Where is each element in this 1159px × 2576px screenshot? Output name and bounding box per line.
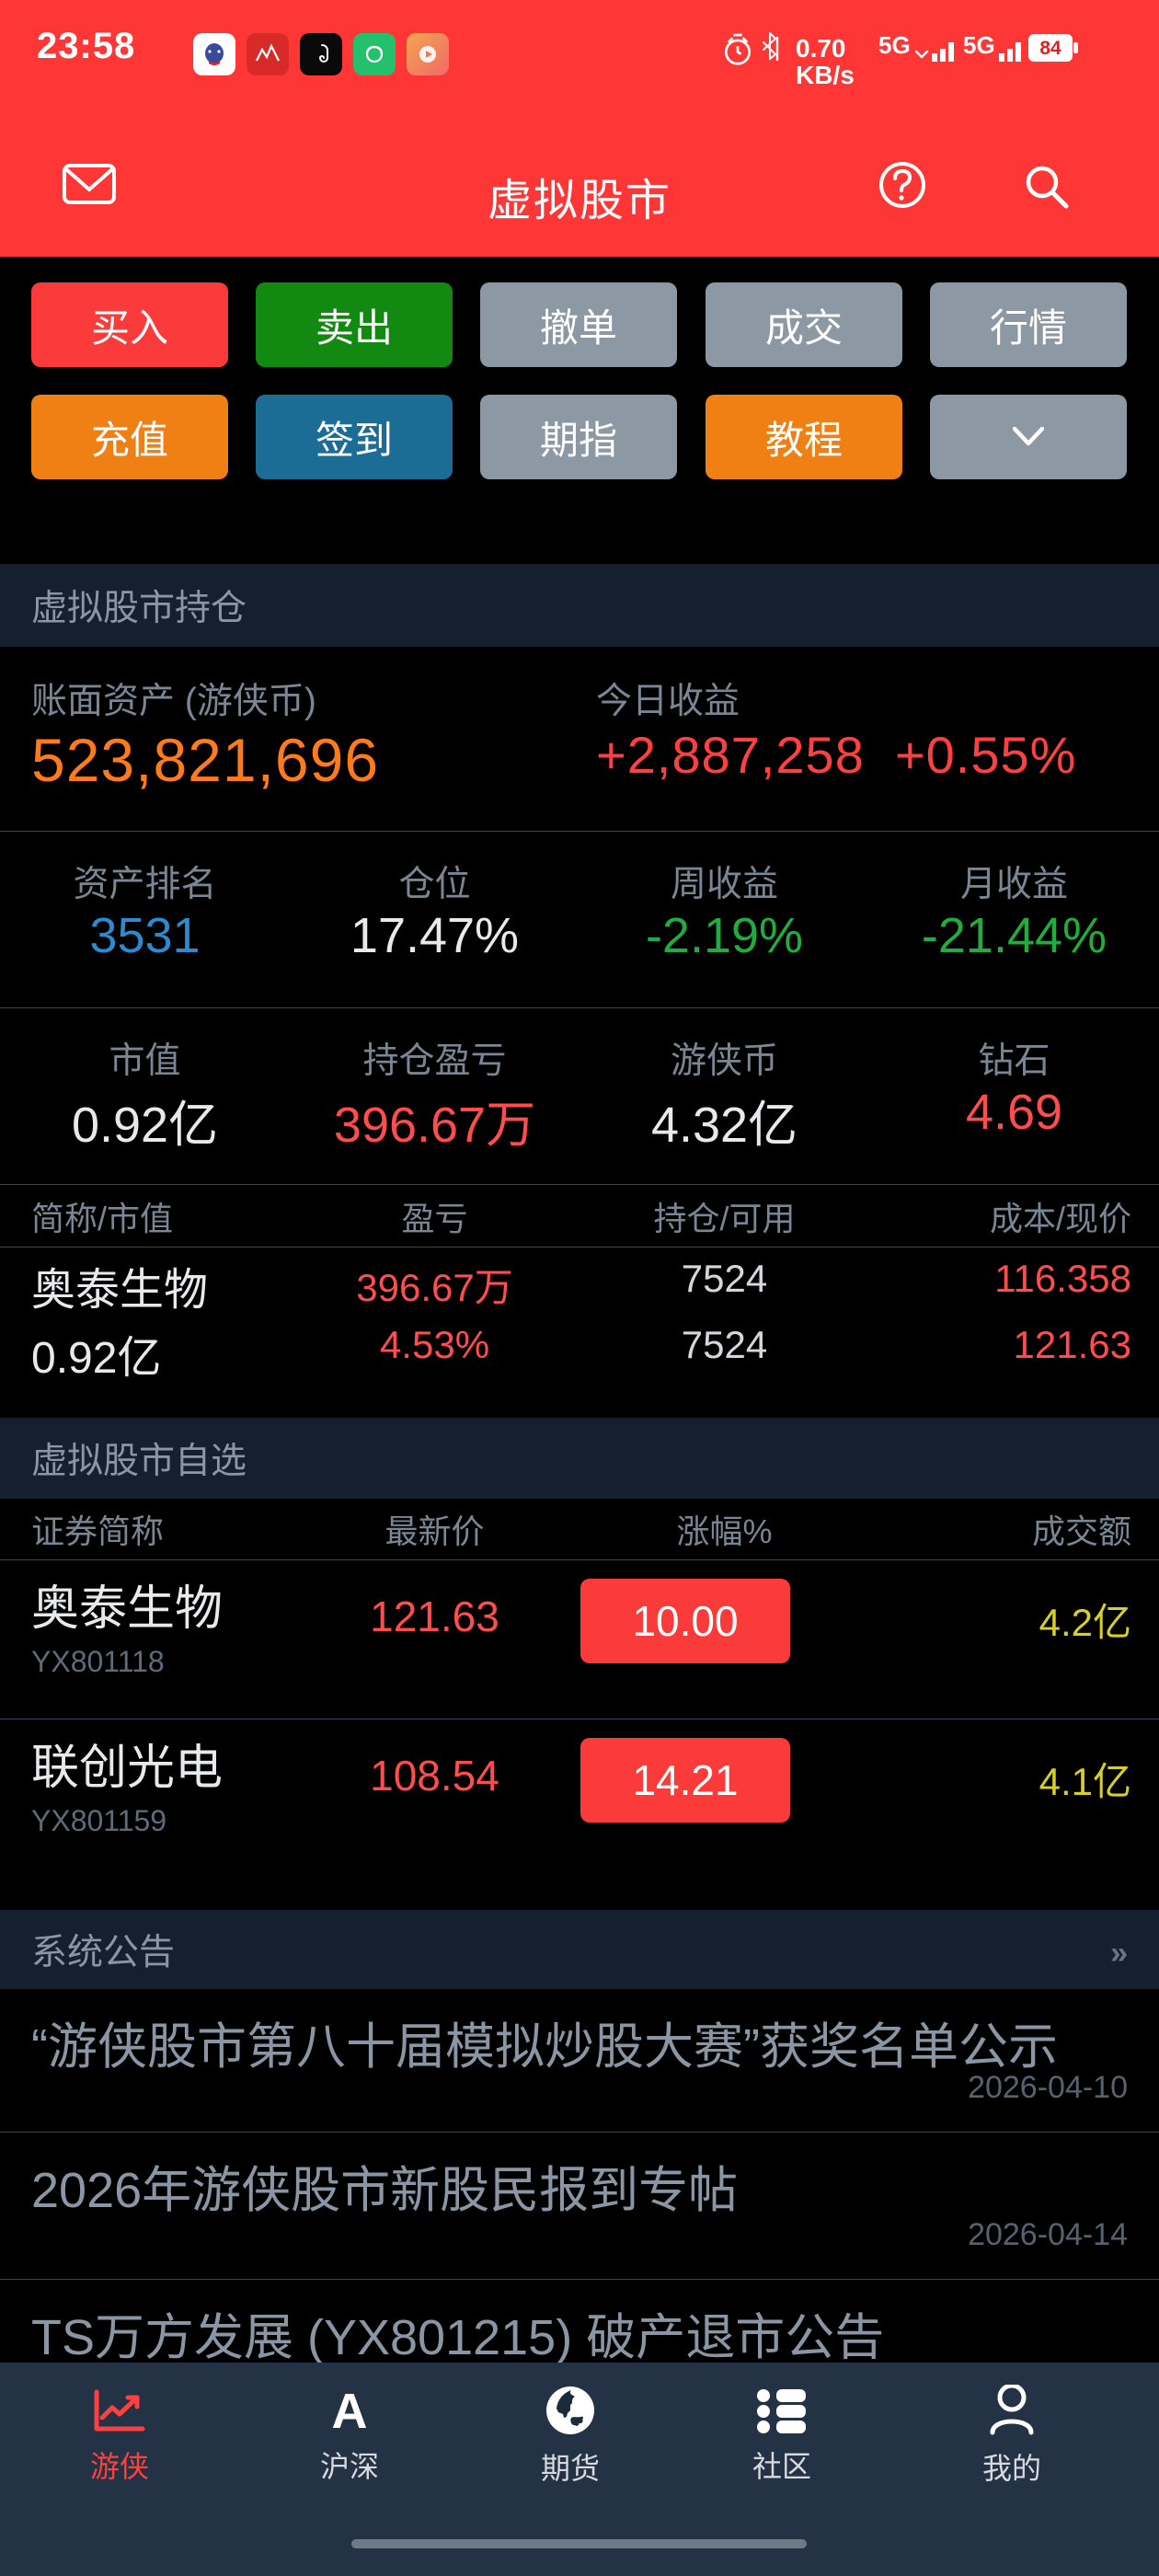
svg-text:84: 84 [1039, 38, 1061, 59]
